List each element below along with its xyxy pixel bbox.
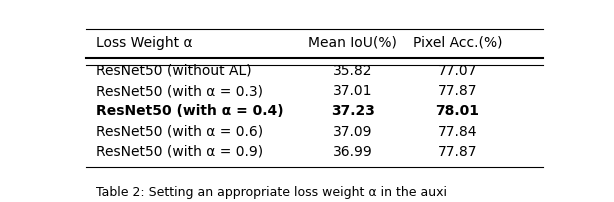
Text: Table 2: Setting an appropriate loss weight α in the auxi: Table 2: Setting an appropriate loss wei… <box>96 186 447 199</box>
Text: Pixel Acc.(%): Pixel Acc.(%) <box>413 36 502 50</box>
Text: 37.01: 37.01 <box>333 84 373 98</box>
Text: ResNet50 (without AL): ResNet50 (without AL) <box>96 64 251 78</box>
Text: Loss Weight α: Loss Weight α <box>96 36 192 50</box>
Text: 77.87: 77.87 <box>438 84 477 98</box>
Text: 77.87: 77.87 <box>438 145 477 159</box>
Text: 37.23: 37.23 <box>331 104 375 118</box>
Text: 36.99: 36.99 <box>333 145 373 159</box>
Text: 78.01: 78.01 <box>435 104 480 118</box>
Text: ResNet50 (with α = 0.6): ResNet50 (with α = 0.6) <box>96 125 263 139</box>
Text: 35.82: 35.82 <box>333 64 373 78</box>
Text: 77.84: 77.84 <box>438 125 477 139</box>
Text: Mean IoU(%): Mean IoU(%) <box>308 36 397 50</box>
Text: ResNet50 (with α = 0.4): ResNet50 (with α = 0.4) <box>96 104 284 118</box>
Text: ResNet50 (with α = 0.3): ResNet50 (with α = 0.3) <box>96 84 263 98</box>
Text: 77.07: 77.07 <box>438 64 477 78</box>
Text: ResNet50 (with α = 0.9): ResNet50 (with α = 0.9) <box>96 145 263 159</box>
Text: 37.09: 37.09 <box>333 125 373 139</box>
